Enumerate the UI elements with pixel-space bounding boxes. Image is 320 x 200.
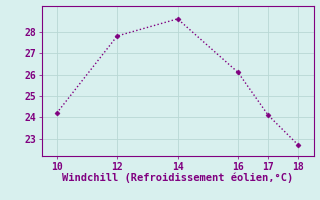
X-axis label: Windchill (Refroidissement éolien,°C): Windchill (Refroidissement éolien,°C) bbox=[62, 173, 293, 183]
